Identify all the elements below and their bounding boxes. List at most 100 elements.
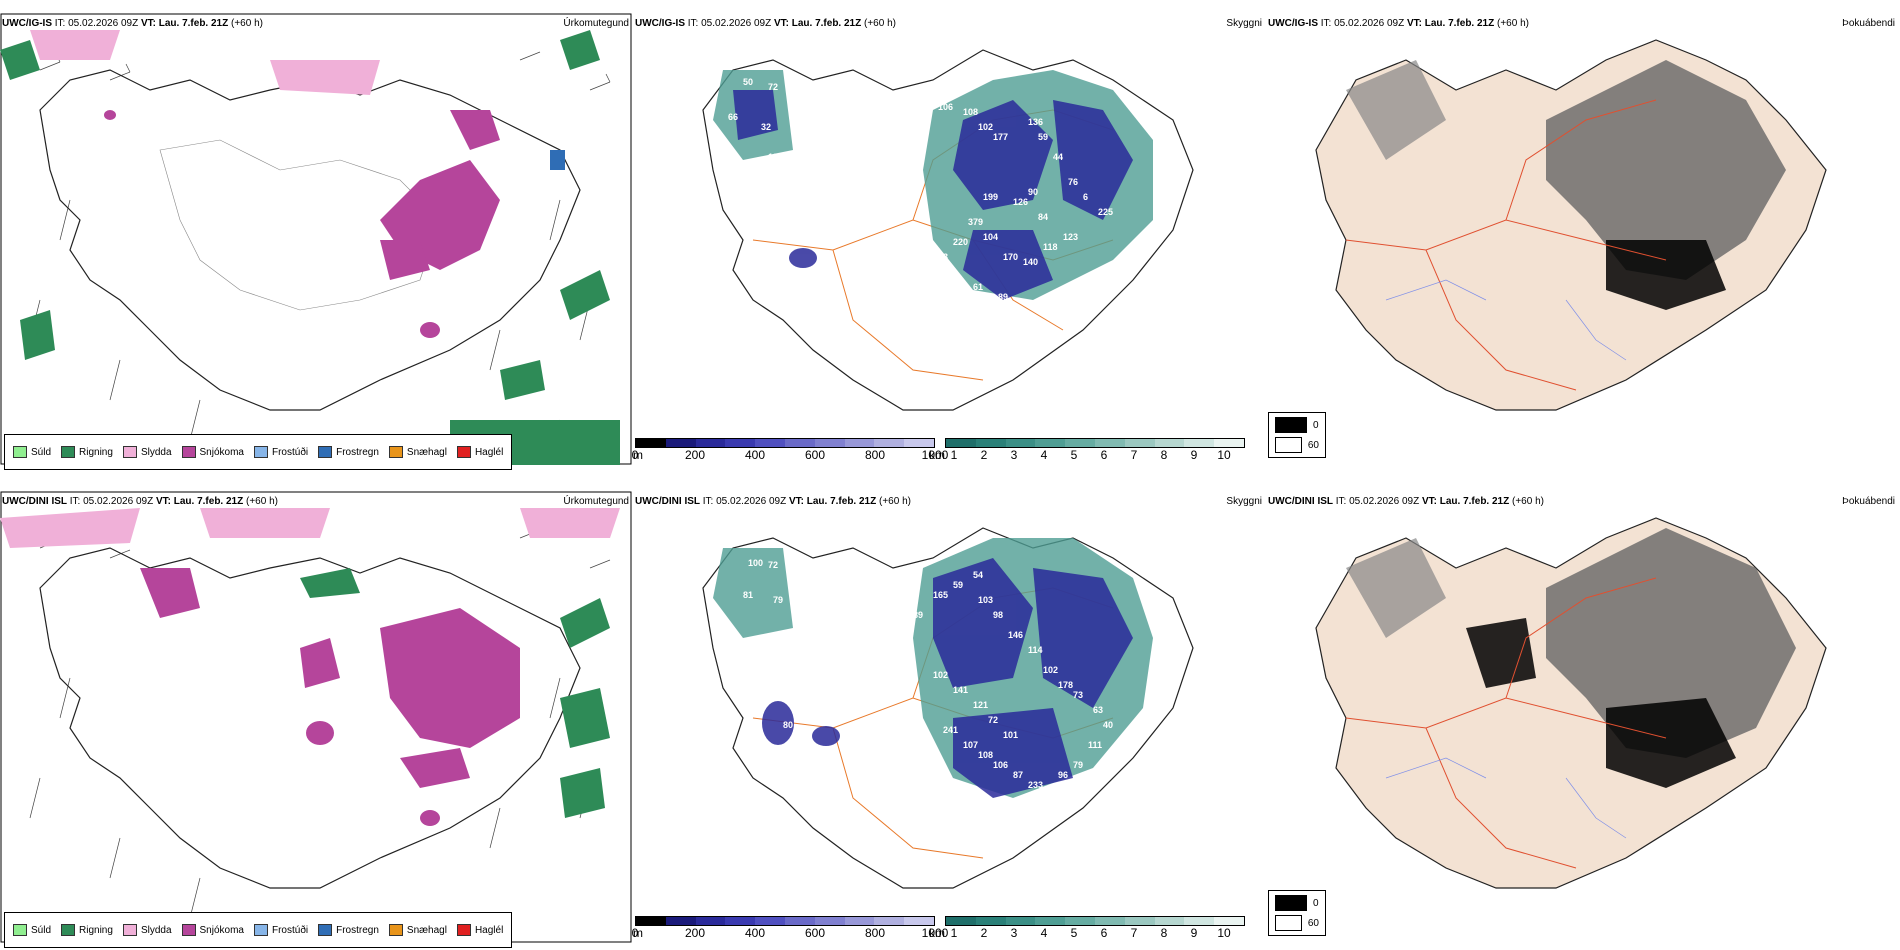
- legend-item: Frostregn: [318, 446, 379, 458]
- panel-title: UWC/DINI ISL IT: 05.02.2026 09Z VT: Lau.…: [1268, 496, 1544, 507]
- river-network: [1385, 757, 1627, 839]
- cloud-base-label: 379: [968, 217, 983, 227]
- cloud-base-label: 136: [1028, 117, 1043, 127]
- cloud-base-label: 85: [793, 147, 803, 157]
- cloud-base-label: 61: [948, 272, 958, 282]
- road-network: [1345, 577, 1667, 869]
- cloudbase-colorbar: 0 200 400 600 800 1000 m: [632, 916, 948, 940]
- swatch: [13, 924, 27, 936]
- visibility-panel-row1: UWC/IG-IS IT: 05.02.2026 09Z VT: Lau. 7.…: [632, 0, 1266, 470]
- cloud-base-label: 78: [868, 172, 878, 182]
- cloud-base-label: 114: [1028, 645, 1043, 655]
- cloudbase-colorbar: 0 200 400 600 800 1000 m: [632, 438, 948, 462]
- swatch: [13, 446, 27, 458]
- swatch: [181, 446, 196, 458]
- cloud-base-label: 220: [953, 237, 968, 247]
- legend-item: Rigning: [61, 446, 113, 458]
- panel-type-label: Þokuábendi: [1842, 18, 1895, 29]
- precip-panel-row1: UWC/IG-IS IT: 05.02.2026 09Z VT: Lau. 7.…: [0, 0, 633, 470]
- swatch: [122, 924, 137, 936]
- visibility-panel-row2: UWC/DINI ISL IT: 05.02.2026 09Z VT: Lau.…: [632, 478, 1266, 948]
- fog-panel-row2: UWC/DINI ISL IT: 05.02.2026 09Z VT: Lau.…: [1266, 478, 1899, 948]
- cloud-base-label: 98: [993, 610, 1003, 620]
- cloud-base-label: 32: [761, 122, 771, 132]
- cloud-base-label: 72: [768, 82, 778, 92]
- cloud-base-label: 77: [828, 635, 838, 645]
- cloud-base-label: 104: [983, 232, 998, 242]
- sleet-areas: [30, 30, 380, 95]
- panel-type-label: Skyggni: [1226, 496, 1262, 507]
- precip-legend: Súld Rigning Slydda Snjókoma Frostúði Fr…: [4, 912, 513, 948]
- cloud-base-label: 111: [1088, 740, 1102, 750]
- snow-areas: [104, 110, 500, 338]
- cloud-base-label: 108: [963, 107, 978, 117]
- legend-item: Snæhagl: [388, 924, 447, 936]
- cloud-base-areas: [733, 90, 1133, 300]
- cloud-base-label: 107: [963, 740, 978, 750]
- cloud-base-label: 73: [1073, 690, 1083, 700]
- cloud-base-label: 73: [993, 312, 1003, 322]
- panel-type-label: Skyggni: [1226, 18, 1262, 29]
- cloud-base-label: 126: [1013, 197, 1028, 207]
- precip-map-row1: [0, 13, 632, 465]
- cloud-base-label: 102: [978, 122, 993, 132]
- panel-title: UWC/DINI ISL IT: 05.02.2026 09Z VT: Lau.…: [2, 496, 278, 507]
- river-network: [1385, 279, 1627, 361]
- cloud-base-label: 141: [953, 685, 968, 695]
- cloud-base-label: 81: [843, 152, 853, 162]
- swatch: [1275, 417, 1307, 433]
- swatch: [388, 924, 403, 936]
- rain-areas: [300, 568, 610, 818]
- swatch: [61, 446, 76, 458]
- legend-item: Haglél: [456, 924, 503, 936]
- legend-item: Rigning: [61, 924, 113, 936]
- fog-map-row1: [1315, 39, 1827, 411]
- cloud-base-label: 44: [1053, 152, 1063, 162]
- panel-type-label: Þokuábendi: [1842, 496, 1895, 507]
- swatch: [1275, 437, 1302, 453]
- cloud-base-label: 40: [1103, 720, 1113, 730]
- visibility-map-row1: [702, 49, 1194, 411]
- fog-gray-areas: [1346, 60, 1786, 310]
- cloud-base-label: 284: [963, 790, 978, 800]
- legend-item: Súld: [13, 446, 51, 458]
- fog-gray-areas: [1346, 528, 1796, 788]
- legend-item: Haglél: [456, 446, 503, 458]
- panel-type-label: Úrkomutegund: [563, 18, 629, 29]
- cloud-base-label: 103: [978, 595, 993, 605]
- swatch: [1275, 895, 1307, 911]
- cloud-base-label: 101: [1003, 730, 1018, 740]
- swatch: [181, 924, 196, 936]
- cloud-base-label: 54: [973, 570, 983, 580]
- colorbar-bars: [945, 916, 1245, 926]
- iceland-outline: [39, 69, 581, 411]
- fog-legend: 0 60: [1268, 890, 1326, 936]
- cloud-base-label: 63: [1093, 705, 1103, 715]
- legend-item: Frostregn: [318, 924, 379, 936]
- swatch: [1275, 915, 1302, 931]
- cloud-base-label: 108: [978, 750, 993, 760]
- road-network: [1345, 99, 1667, 391]
- cloud-base-label: 84: [1043, 790, 1053, 800]
- cloud-base-label: 165: [933, 590, 948, 600]
- fog-panel-row1: UWC/IG-IS IT: 05.02.2026 09Z VT: Lau. 7.…: [1266, 0, 1899, 470]
- legend-item: Frostúði: [253, 446, 308, 458]
- cloud-base-label: 135: [768, 152, 783, 162]
- cloud-base-label: 121: [973, 700, 988, 710]
- visibility-map-row2: [702, 527, 1194, 889]
- swatch: [318, 924, 333, 936]
- cloud-base-label: 61: [973, 282, 983, 292]
- fog-legend: 0 60: [1268, 412, 1326, 458]
- panel-title: UWC/IG-IS IT: 05.02.2026 09Z VT: Lau. 7.…: [1268, 18, 1529, 29]
- cloud-base-label: 170: [1003, 252, 1018, 262]
- cloud-base-label: 73: [938, 252, 948, 262]
- swatch: [122, 446, 137, 458]
- colorbar-bars: [635, 438, 935, 448]
- cloud-base-label: 72: [988, 715, 998, 725]
- cloud-base-label: 80: [783, 720, 793, 730]
- colorbar-bars: [635, 916, 935, 926]
- swatch: [456, 924, 471, 936]
- cloud-base-label: 66: [728, 112, 738, 122]
- iceland-outline: [702, 527, 1194, 889]
